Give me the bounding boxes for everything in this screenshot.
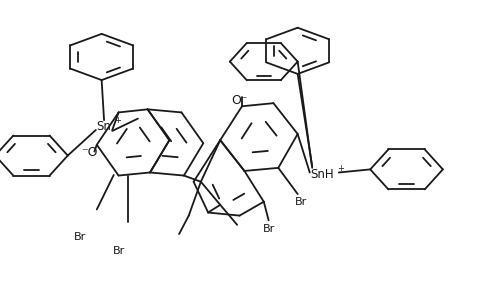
Text: Br: Br xyxy=(262,225,275,234)
Text: ⁻O: ⁻O xyxy=(81,146,98,159)
Text: Br: Br xyxy=(112,246,125,256)
Text: +: + xyxy=(337,164,344,173)
Text: O⁻: O⁻ xyxy=(231,94,248,107)
Text: +: + xyxy=(114,116,121,125)
Text: SnH: SnH xyxy=(310,168,333,180)
Text: Sn: Sn xyxy=(97,120,111,133)
Text: Br: Br xyxy=(74,232,86,242)
Text: Br: Br xyxy=(295,197,307,207)
